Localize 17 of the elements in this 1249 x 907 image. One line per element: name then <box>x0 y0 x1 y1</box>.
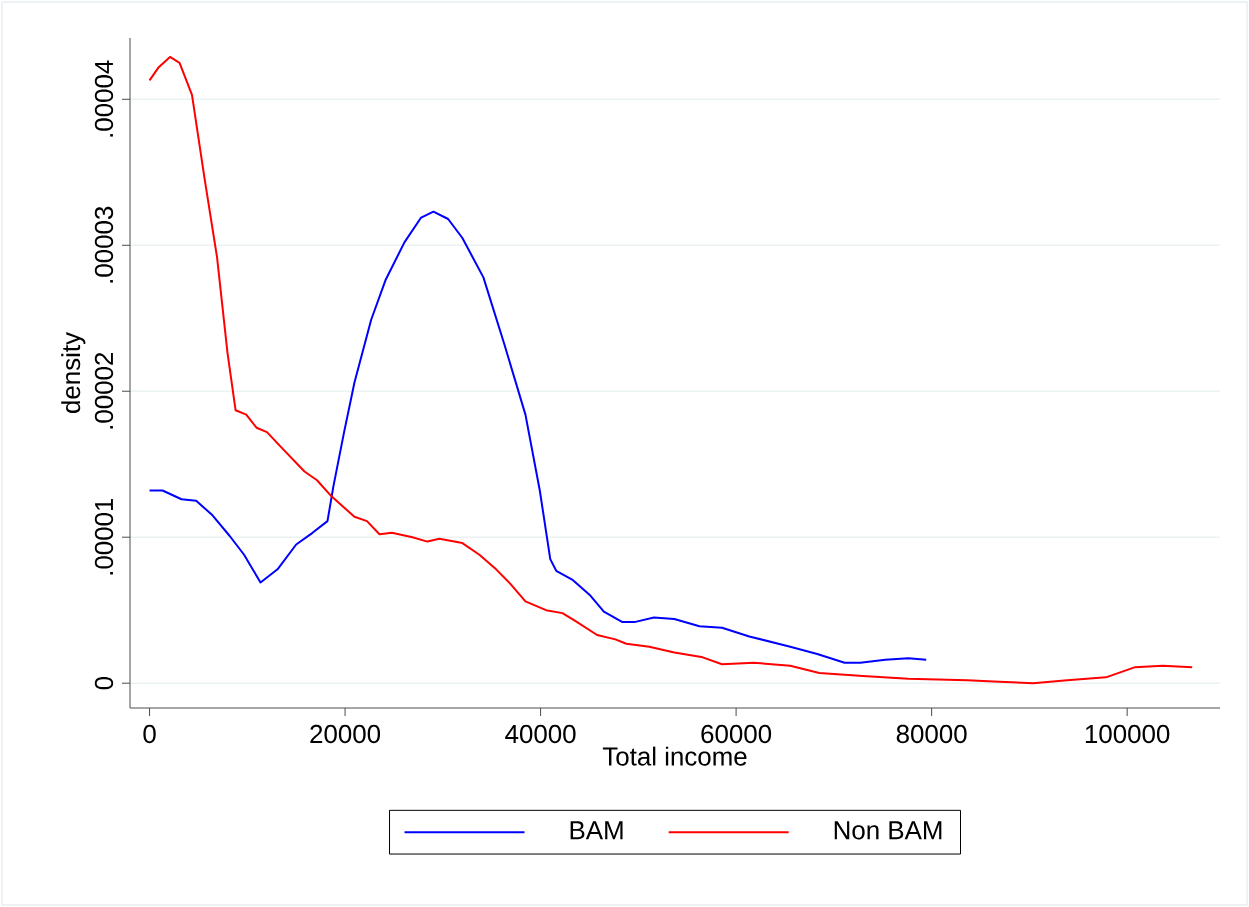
legend-label: BAM <box>570 821 623 840</box>
y-tick-label: .00001 <box>94 498 114 575</box>
y-tick-label: .00003 <box>94 206 114 283</box>
x-tick-label: 100000 <box>1085 724 1170 744</box>
x-tick-label: 20000 <box>310 724 381 744</box>
y-tick-label: .00002 <box>94 352 114 429</box>
legend-label: Non BAM <box>834 821 942 840</box>
y-tick-label: .00004 <box>94 60 114 137</box>
x-tick-label: 40000 <box>505 724 576 744</box>
y-axis-title: density <box>61 332 86 413</box>
line-series <box>148 210 928 664</box>
y-tick-label: 0 <box>94 677 114 690</box>
x-tick-label: 0 <box>143 724 156 744</box>
line-series <box>148 55 1194 685</box>
x-tick-label: 80000 <box>896 724 967 744</box>
x-axis-title: Total income <box>602 746 747 766</box>
x-tick-label: 60000 <box>701 724 772 744</box>
